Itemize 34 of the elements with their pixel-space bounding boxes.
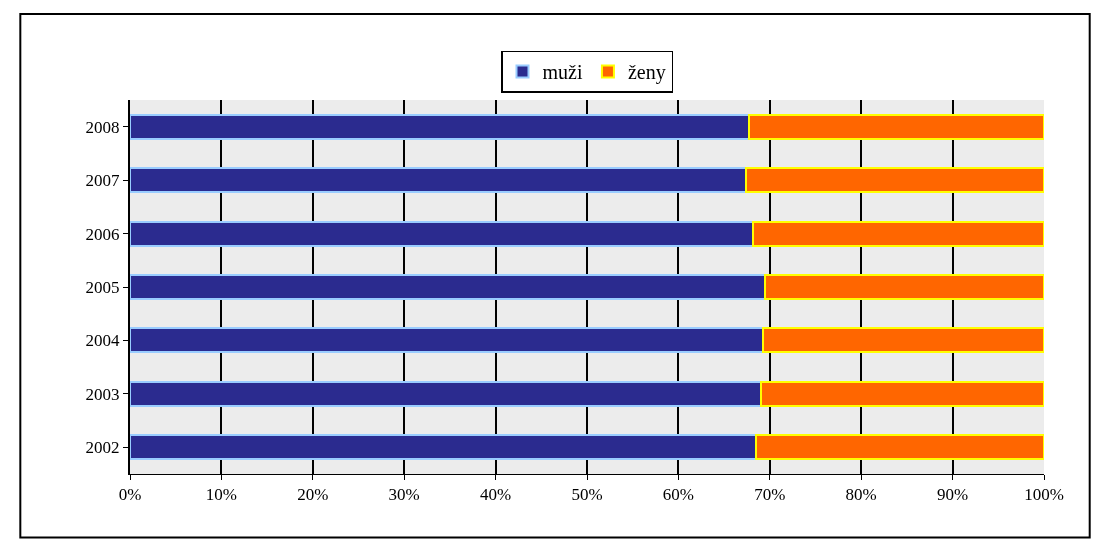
x-tick-label: 20% (297, 485, 329, 505)
x-tick-label: 30% (388, 485, 420, 505)
bar (130, 220, 755, 247)
y-tick-label: 2008 (85, 117, 120, 137)
y-tick-label: 2002 (85, 438, 120, 458)
bar (755, 434, 1044, 461)
bar (759, 380, 1044, 407)
bar (130, 434, 758, 461)
x-tick-label: 10% (205, 485, 237, 505)
bar (764, 273, 1044, 301)
bar (130, 327, 765, 354)
y-tick-label: 2005 (85, 277, 120, 297)
x-tick-label: 50% (571, 485, 603, 505)
bar (762, 327, 1044, 354)
x-tick-label: 80% (845, 485, 877, 505)
legend-label: muži (542, 61, 583, 84)
legend-label: ženy (627, 61, 666, 85)
bar (745, 167, 1044, 194)
bar (130, 167, 748, 194)
bar (130, 380, 762, 407)
y-tick-label: 2004 (85, 331, 121, 351)
y-tick-label: 2003 (85, 384, 120, 404)
bar (747, 113, 1044, 140)
bar (130, 113, 750, 140)
x-tick-label: 40% (480, 485, 512, 505)
x-tick-label: 70% (754, 485, 786, 505)
x-tick-label: 0% (118, 485, 142, 505)
bar (130, 273, 767, 301)
y-tick-label: 2006 (85, 224, 120, 244)
x-tick-label: 100% (1024, 485, 1064, 505)
y-tick-label: 2007 (85, 171, 121, 191)
x-tick-label: 60% (662, 485, 694, 505)
bar (752, 220, 1044, 247)
x-tick-label: 90% (937, 485, 969, 505)
